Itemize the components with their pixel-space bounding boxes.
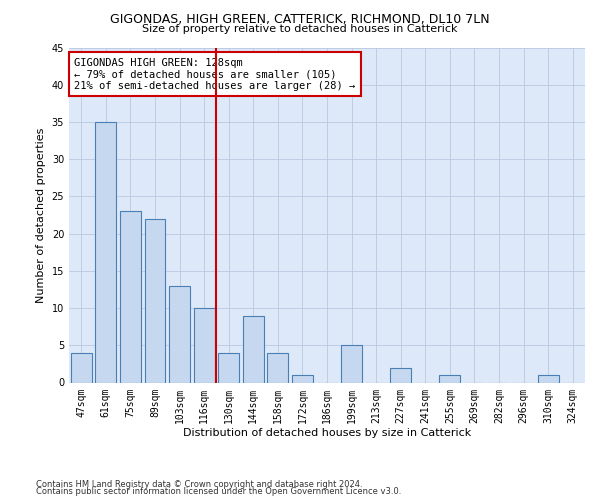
Bar: [95, 122, 116, 382]
X-axis label: Distribution of detached houses by size in Catterick: Distribution of detached houses by size …: [183, 428, 471, 438]
Bar: [538, 375, 559, 382]
Bar: [341, 346, 362, 383]
Text: GIGONDAS HIGH GREEN: 128sqm
← 79% of detached houses are smaller (105)
21% of se: GIGONDAS HIGH GREEN: 128sqm ← 79% of det…: [74, 58, 355, 91]
Text: GIGONDAS, HIGH GREEN, CATTERICK, RICHMOND, DL10 7LN: GIGONDAS, HIGH GREEN, CATTERICK, RICHMON…: [110, 12, 490, 26]
Text: Size of property relative to detached houses in Catterick: Size of property relative to detached ho…: [142, 24, 458, 34]
Bar: [169, 286, 190, 382]
Text: Contains HM Land Registry data © Crown copyright and database right 2024.: Contains HM Land Registry data © Crown c…: [36, 480, 362, 489]
Bar: [268, 352, 289, 382]
Bar: [243, 316, 264, 382]
Bar: [292, 375, 313, 382]
Y-axis label: Number of detached properties: Number of detached properties: [36, 128, 46, 302]
Bar: [71, 352, 92, 382]
Bar: [145, 218, 166, 382]
Bar: [218, 352, 239, 382]
Text: Contains public sector information licensed under the Open Government Licence v3: Contains public sector information licen…: [36, 488, 401, 496]
Bar: [439, 375, 460, 382]
Bar: [194, 308, 215, 382]
Bar: [390, 368, 411, 382]
Bar: [120, 212, 141, 382]
